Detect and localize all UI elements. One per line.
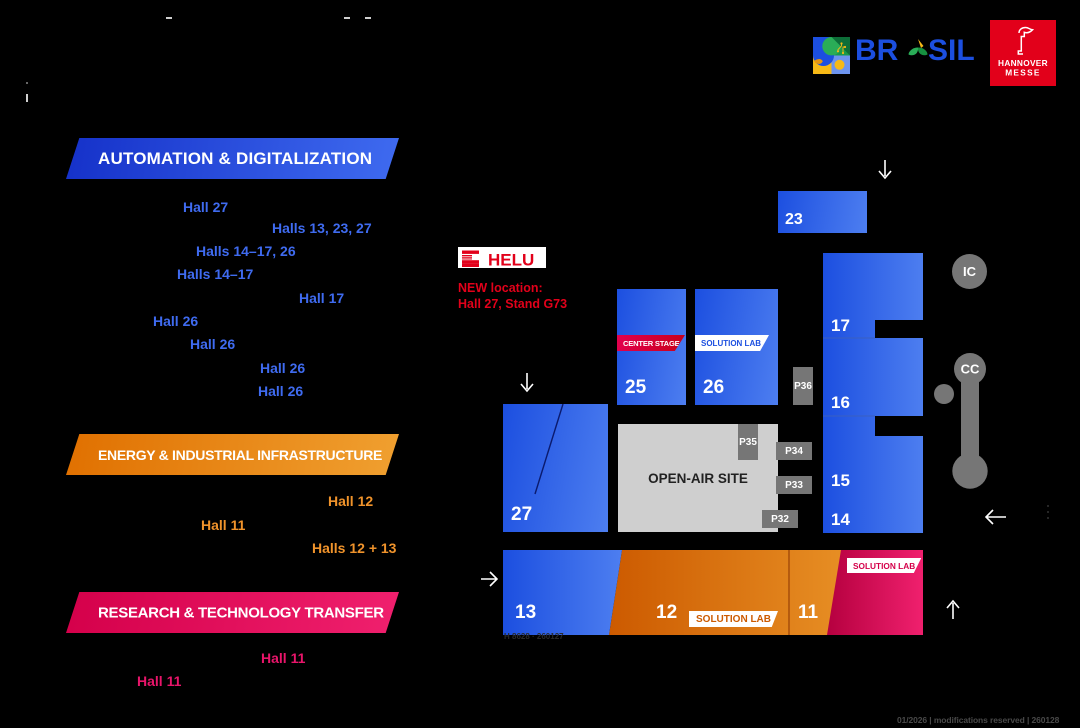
svg-text:CC: CC bbox=[961, 362, 980, 377]
svg-text:15: 15 bbox=[831, 471, 850, 490]
svg-text:12: 12 bbox=[656, 602, 677, 623]
svg-text:16: 16 bbox=[831, 393, 850, 412]
svg-text:HELU: HELU bbox=[488, 251, 534, 270]
svg-text:14: 14 bbox=[831, 510, 850, 529]
svg-text:17: 17 bbox=[831, 316, 850, 335]
svg-text:HANNOVER: HANNOVER bbox=[998, 58, 1048, 68]
svg-text:11: 11 bbox=[798, 602, 819, 623]
svg-text:13: 13 bbox=[515, 602, 536, 623]
svg-text:MESSE: MESSE bbox=[1005, 68, 1041, 78]
